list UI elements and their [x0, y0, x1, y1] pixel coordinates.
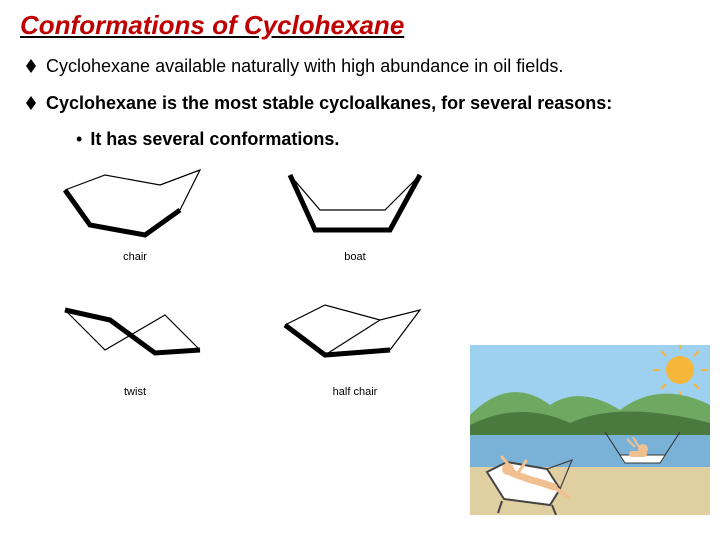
bullet-row-1: Cyclohexane available naturally with hig… — [26, 55, 700, 78]
bullet-row-2: Cyclohexane is the most stable cycloalka… — [26, 92, 700, 115]
diamond-bullet-icon — [26, 59, 36, 73]
boat-conformer: boat — [270, 165, 440, 263]
bullet-text-1: Cyclohexane available naturally with hig… — [46, 55, 563, 78]
boat-label: boat — [270, 251, 440, 263]
bullet-text-2: Cyclohexane is the most stable cycloalka… — [46, 92, 612, 115]
diamond-bullet-icon — [26, 96, 36, 110]
subbullet-row: • It has several conformations. — [76, 128, 700, 151]
dot-bullet-icon: • — [76, 128, 82, 151]
subbullet-text: It has several conformations. — [90, 128, 339, 151]
cartoon-illustration — [470, 345, 710, 515]
twist-conformer: twist — [50, 295, 220, 398]
slide: Conformations of Cyclohexane Cyclohexane… — [0, 0, 720, 540]
slide-title: Conformations of Cyclohexane — [20, 10, 700, 41]
chair-label: chair — [50, 251, 220, 263]
chair-conformer: chair — [50, 165, 220, 263]
halfchair-conformer: half chair — [270, 295, 440, 398]
halfchair-label: half chair — [270, 386, 440, 398]
diagram-area: chair boat twist half chair — [30, 165, 710, 515]
twist-label: twist — [50, 386, 220, 398]
